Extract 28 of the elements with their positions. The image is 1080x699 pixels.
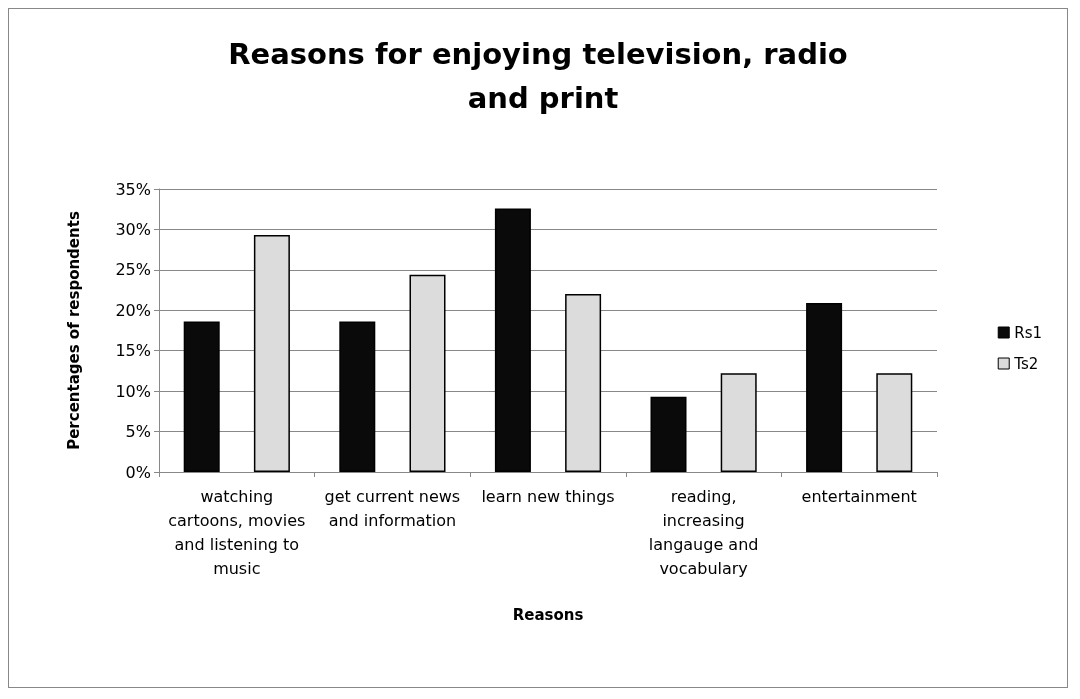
bar — [650, 396, 687, 472]
x-tick-label: reading, increasing langauge and vocabulary — [648, 486, 759, 578]
bar — [806, 303, 843, 472]
y-tick-label: 20% — [115, 300, 151, 320]
y-axis-title: Percentages of respondents — [64, 211, 83, 450]
bar — [409, 274, 446, 472]
bar — [876, 373, 913, 472]
y-tick-label: 25% — [115, 260, 151, 280]
x-tick-label: watching cartoons, movies and listening to music — [168, 486, 306, 578]
y-tick-label: 15% — [115, 341, 151, 361]
legend-label: Rs1 — [1014, 323, 1042, 342]
y-tick-label: 5% — [125, 422, 151, 442]
legend-label: Ts2 — [1013, 354, 1039, 373]
bar — [253, 235, 290, 472]
y-tick-label: 0% — [125, 462, 151, 482]
bar — [339, 321, 376, 472]
bar — [494, 208, 531, 472]
y-tick-label: 30% — [115, 219, 151, 239]
x-axis-title: Reasons — [512, 605, 584, 624]
bar — [720, 373, 757, 472]
bar — [183, 321, 220, 472]
chart-title: Reasons for enjoying television, radio and print — [228, 37, 848, 115]
y-tick-label: 35% — [115, 179, 151, 199]
x-tick-label: get current news and information — [324, 486, 461, 530]
x-tick-label: learn new things — [481, 486, 615, 506]
x-tick-label: entertainment — [801, 486, 917, 506]
y-tick-label: 10% — [115, 381, 151, 401]
bar — [565, 294, 602, 472]
